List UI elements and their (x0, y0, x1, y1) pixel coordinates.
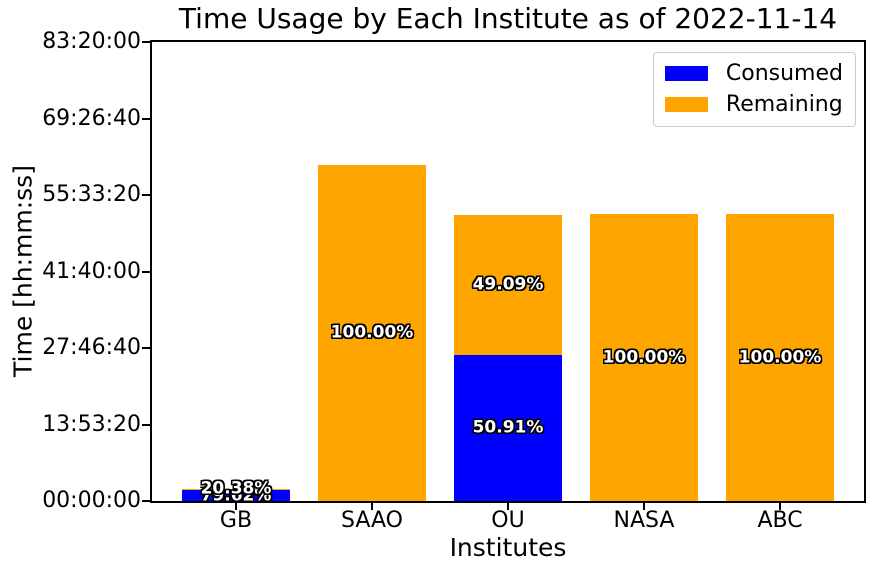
bar-percent-label-NASA-remaining: 100.00% (602, 347, 686, 368)
y-tick-label: 83:20:00 (42, 29, 141, 54)
bar-segment-ABC-remaining (726, 214, 834, 501)
x-tick-mark (779, 503, 781, 510)
x-tick-mark (643, 503, 645, 510)
bar-percent-label-OU-remaining: 49.09% (472, 274, 544, 295)
legend-item-consumed: Consumed (664, 61, 843, 86)
bar-segment-OU-remaining (454, 214, 562, 355)
bar-percent-label-GB-consumed: 79.62% (200, 485, 272, 506)
x-tick-label-ou: OU (491, 508, 525, 533)
x-tick-label-abc: ABC (757, 508, 803, 533)
x-axis-label: Institutes (449, 533, 567, 562)
x-tick-label-gb: GB (219, 508, 253, 533)
y-tick-mark (142, 500, 150, 502)
y-tick-mark (142, 423, 150, 426)
y-tick-mark (142, 194, 150, 196)
plot-area: Consumed Remaining 79.62% 20.38% 100.00% 50… (150, 40, 866, 506)
y-tick-mark (142, 117, 150, 120)
x-tick-mark (507, 503, 509, 510)
y-tick-mark (142, 41, 150, 43)
y-tick-label: 55:33:20 (42, 182, 141, 207)
legend: Consumed Remaining (652, 52, 856, 127)
bar-segment-NASA-remaining (590, 214, 698, 501)
bar-percent-label-ABC-remaining: 100.00% (738, 347, 822, 368)
y-tick-label: 13:53:20 (42, 411, 141, 437)
x-tick-label-nasa: NASA (613, 508, 675, 533)
y-tick-label: 69:26:40 (42, 105, 141, 131)
bar-segment-OU-consumed (454, 354, 562, 501)
bar-percent-label-OU-consumed: 50.91% (472, 417, 544, 438)
legend-label-remaining: Remaining (725, 92, 843, 118)
x-tick-mark (371, 503, 373, 510)
y-tick-mark (142, 347, 150, 349)
bar-segment-GB-remaining (182, 487, 290, 491)
y-tick-mark (142, 270, 150, 273)
legend-item-remaining: Remaining (664, 92, 843, 118)
legend-swatch-remaining-icon (664, 97, 708, 113)
bar-segment-GB-consumed (182, 490, 290, 501)
y-tick-label: 00:00:00 (42, 488, 141, 513)
chart-title: Time Usage by Each Institute as of 2022-… (178, 2, 838, 35)
legend-label-consumed: Consumed (725, 61, 843, 86)
y-tick-label: 41:40:00 (42, 258, 141, 284)
x-tick-label-saao: SAAO (340, 508, 403, 533)
bar-segment-SAAO-remaining (318, 165, 426, 501)
x-tick-mark (235, 503, 237, 510)
legend-swatch-consumed-icon (664, 66, 708, 82)
bar-percent-label-GB-remaining: 20.38% (200, 478, 272, 499)
bar-percent-label-SAAO-remaining: 100.00% (330, 322, 414, 343)
y-tick-label: 27:46:40 (42, 335, 141, 360)
